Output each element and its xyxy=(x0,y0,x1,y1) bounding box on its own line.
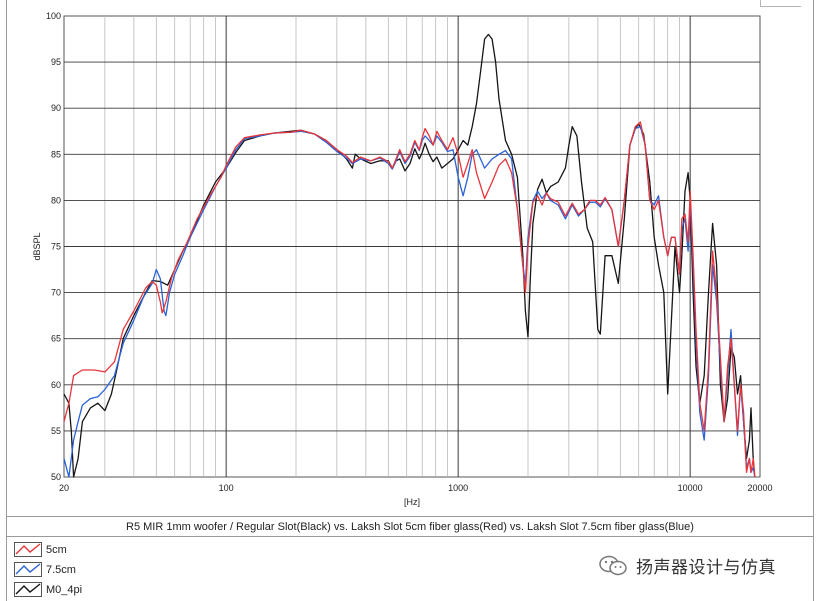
y-tick-label: 80 xyxy=(51,195,61,205)
watermark: 扬声器设计与仿真 xyxy=(598,553,776,578)
legend-swatch-7.5cm xyxy=(14,562,42,577)
x-tick-label: 20 xyxy=(59,483,69,493)
legend-label-m0-4pi: M0_4pi xyxy=(46,583,83,596)
x-axis-label: [Hz] xyxy=(404,497,420,507)
y-tick-label: 50 xyxy=(51,472,61,482)
x-tick-label: 10000 xyxy=(678,483,703,493)
y-tick-labels: 50 55 60 65 70 75 80 85 90 95 100 xyxy=(46,11,61,482)
legend-swatch-m0-4pi xyxy=(14,582,42,597)
y-tick-label: 65 xyxy=(51,334,61,344)
chart-window-frame xyxy=(6,0,814,601)
series-line-5cm xyxy=(63,121,756,478)
y-tick-label: 60 xyxy=(51,380,61,390)
y-tick-label: 70 xyxy=(51,288,61,298)
wechat-logo-icon xyxy=(599,555,627,575)
legend-line-7.5cm xyxy=(15,563,41,575)
series-line-m0-4pi xyxy=(63,33,756,478)
legend-label-7.5cm: 7.5cm xyxy=(46,563,76,576)
chart-title: R5 MIR 1mm woofer / Regular Slot(Black) … xyxy=(7,516,813,537)
grid-lines xyxy=(64,16,760,477)
y-tick-label: 100 xyxy=(46,11,61,21)
x-tick-label: 100 xyxy=(219,483,234,493)
watermark-text: 扬声器设计与仿真 xyxy=(636,558,776,578)
x-tick-label: 1000 xyxy=(448,483,468,493)
legend-item-m0-4pi[interactable]: M0_4pi xyxy=(14,580,82,599)
y-axis-label: dBSPL xyxy=(32,232,42,260)
y-tick-label: 90 xyxy=(51,103,61,113)
legend-swatch-5cm xyxy=(14,542,42,557)
series-layer xyxy=(63,33,756,478)
y-tick-label: 75 xyxy=(51,242,61,252)
x-tick-label: 20000 xyxy=(747,483,772,493)
legend-item-5cm[interactable]: 5cm xyxy=(14,540,82,559)
legend-line-m0-4pi xyxy=(15,583,41,595)
legend-item-7.5cm[interactable]: 7.5cm xyxy=(14,560,82,579)
y-tick-label: 85 xyxy=(51,149,61,159)
x-tick-labels: 20 100 1000 10000 20000 xyxy=(59,483,773,493)
y-tick-label: 95 xyxy=(51,57,61,67)
legend-line-5cm xyxy=(15,543,41,555)
legend: 5cm 7.5cm M0_4pi xyxy=(14,540,82,600)
legend-label-5cm: 5cm xyxy=(46,543,67,556)
y-tick-label: 55 xyxy=(51,426,61,436)
top-toolbar-strip xyxy=(760,0,801,7)
